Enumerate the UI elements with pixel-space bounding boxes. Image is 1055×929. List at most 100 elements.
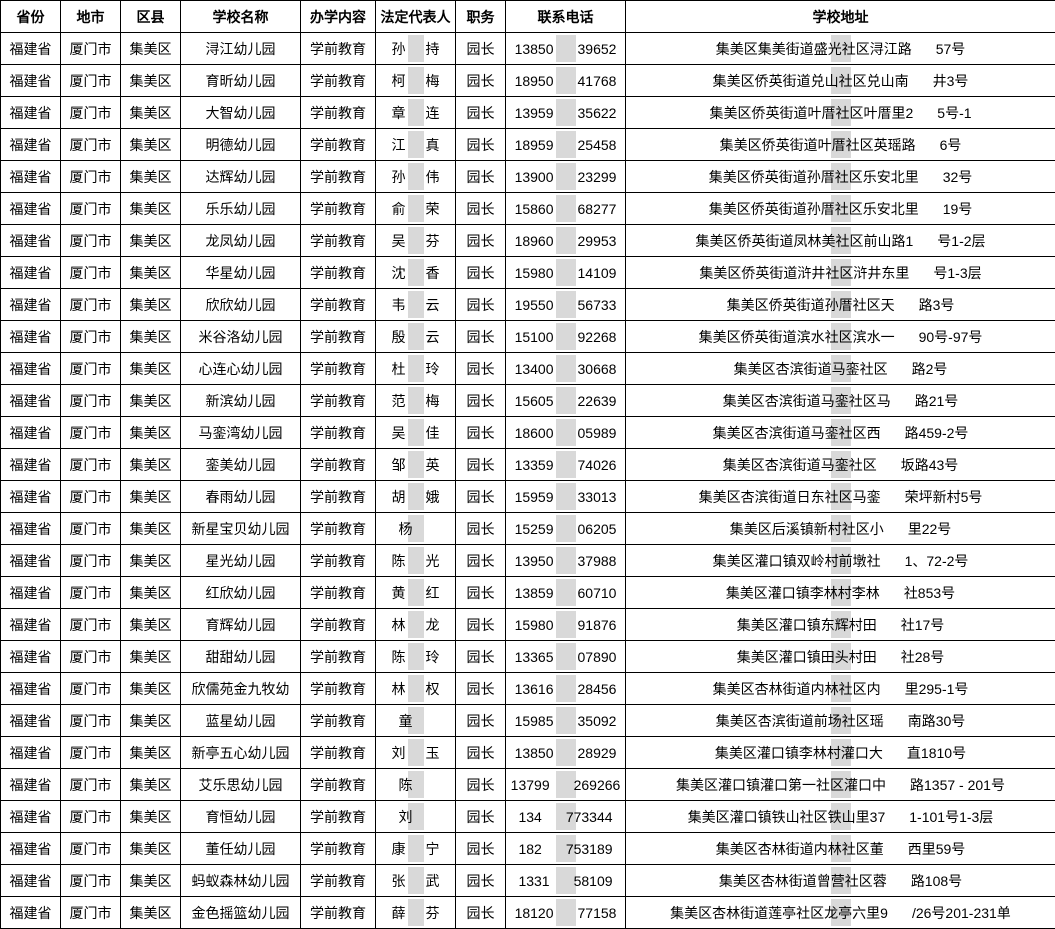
cell-address: 集美区集美街道盛光社区浔江路57号	[626, 33, 1055, 65]
cell-district: 集美区	[121, 769, 181, 801]
cell-content: 1385028929	[515, 745, 617, 761]
cell-address: 集美区杏林街道莲亭社区龙亭六里9/26号201-231单	[626, 897, 1055, 929]
cell-city: 厦门市	[61, 193, 121, 225]
cell-city: 厦门市	[61, 641, 121, 673]
cell-rep: 杨	[376, 513, 456, 545]
cell-address-right: 荣坪新村5号	[905, 489, 983, 505]
cell-city: 厦门市	[61, 705, 121, 737]
cell-address: 集美区后溪镇新村社区小里22号	[626, 513, 1055, 545]
cell-content: 薛芬	[392, 905, 440, 921]
cell-address: 集美区侨英街道浒井社区浒井东里号1-3层	[626, 257, 1055, 289]
table-row: 福建省厦门市集美区心连心幼儿园学前教育杜玲园长1340030668集美区杏滨街道…	[1, 353, 1055, 385]
cell-phone: 1598091876	[506, 609, 626, 641]
cell-province: 福建省	[1, 321, 61, 353]
cell-rep: 范梅	[376, 385, 456, 417]
cell-phone-left: 13400	[515, 361, 554, 377]
cell-phone-left: 134	[518, 809, 541, 825]
cell-city: 厦门市	[61, 449, 121, 481]
cell-content: 1385039652	[515, 41, 617, 57]
cell-content: 学前教育	[301, 897, 376, 929]
cell-content: 集美区杏滨街道日东社区马銮 荣坪新村5号	[699, 489, 983, 505]
cell-district: 集美区	[121, 705, 181, 737]
cell-address: 集美区灌口镇灌口第一社区灌口中路1357 - 201号	[626, 769, 1055, 801]
cell-content: 1812077158	[515, 905, 617, 921]
cell-address-left: 集美区杏林街道内林社区内	[713, 681, 881, 697]
cell-city: 厦门市	[61, 129, 121, 161]
cell-school: 蚂蚁森林幼儿园	[181, 865, 301, 897]
cell-city: 厦门市	[61, 417, 121, 449]
cell-content: 学前教育	[301, 705, 376, 737]
cell-rep-right: 伟	[426, 169, 440, 185]
cell-address-left: 集美区侨英街道叶厝社区叶厝里2	[709, 105, 913, 121]
table-row: 福建省厦门市集美区蓝星幼儿园学前教育童园长1598535092集美区杏滨街道前场…	[1, 705, 1055, 737]
cell-rep-right: 荣	[426, 201, 440, 217]
col-header-phone: 联系电话	[506, 1, 626, 33]
cell-district: 集美区	[121, 65, 181, 97]
table-row: 福建省厦门市集美区金色摇篮幼儿园学前教育薛芬园长1812077158集美区杏林街…	[1, 897, 1055, 929]
cell-address: 集美区杏滨街道日东社区马銮 荣坪新村5号	[626, 481, 1055, 513]
cell-content: 林权	[392, 681, 440, 697]
cell-title: 园长	[456, 449, 506, 481]
cell-content: 陈	[399, 777, 433, 793]
cell-content: 陈光	[392, 553, 440, 569]
cell-content: 学前教育	[301, 769, 376, 801]
cell-rep-left: 沈	[392, 265, 406, 281]
cell-content: 1598535092	[515, 713, 617, 729]
cell-district: 集美区	[121, 545, 181, 577]
cell-address-right: 坂路43号	[901, 457, 959, 473]
cell-rep-right: 真	[426, 137, 440, 153]
cell-content: 集美区侨英街道孙厝社区乐安北里19号	[709, 201, 973, 217]
cell-rep-left: 柯	[392, 73, 406, 89]
cell-content: 柯梅	[392, 73, 440, 89]
cell-rep-left: 韦	[392, 297, 406, 313]
cell-rep: 刘玉	[376, 737, 456, 769]
cell-city: 厦门市	[61, 481, 121, 513]
cell-content: 1895041768	[515, 73, 617, 89]
cell-content: 集美区灌口镇田头村田社28号	[737, 649, 945, 665]
cell-school: 达辉幼儿园	[181, 161, 301, 193]
cell-city: 厦门市	[61, 545, 121, 577]
cell-district: 集美区	[121, 385, 181, 417]
cell-content: 学前教育	[301, 833, 376, 865]
cell-city: 厦门市	[61, 737, 121, 769]
cell-rep: 吴芬	[376, 225, 456, 257]
cell-phone: 1390023299	[506, 161, 626, 193]
cell-rep-left: 孙	[392, 41, 406, 57]
cell-phone: 1510092268	[506, 321, 626, 353]
cell-phone-right: 39652	[578, 41, 617, 57]
cell-rep-left: 章	[392, 105, 406, 121]
cell-school: 米谷洛幼儿园	[181, 321, 301, 353]
cell-address-left: 集美区杏滨街道日东社区马銮	[699, 489, 881, 505]
cell-rep-right: 英	[426, 457, 440, 473]
cell-school: 育辉幼儿园	[181, 609, 301, 641]
cell-content: 1586068277	[515, 201, 617, 217]
cell-province: 福建省	[1, 801, 61, 833]
cell-school: 心连心幼儿园	[181, 353, 301, 385]
cell-content: 胡娥	[392, 489, 440, 505]
cell-content: 杨	[399, 521, 433, 537]
cell-phone: 1598535092	[506, 705, 626, 737]
cell-address: 集美区侨英街道凤林美社区前山路1号1-2层	[626, 225, 1055, 257]
cell-content: 俞荣	[392, 201, 440, 217]
cell-phone-right: 269266	[574, 777, 621, 793]
cell-phone-right: 28456	[578, 681, 617, 697]
cell-content: 学前教育	[301, 737, 376, 769]
cell-content: 学前教育	[301, 609, 376, 641]
cell-school: 大智幼儿园	[181, 97, 301, 129]
cell-content: 学前教育	[301, 865, 376, 897]
cell-district: 集美区	[121, 577, 181, 609]
table-row: 福建省厦门市集美区育昕幼儿园学前教育柯梅园长1895041768集美区侨英街道兑…	[1, 65, 1055, 97]
cell-content: 集美区灌口镇李林村李林社853号	[726, 585, 955, 601]
cell-city: 厦门市	[61, 353, 121, 385]
cell-phone-right: 14109	[578, 265, 617, 281]
cell-phone-right: 58109	[574, 873, 613, 889]
cell-title: 园长	[456, 385, 506, 417]
cell-address-left: 集美区灌口镇东辉村田	[737, 617, 877, 633]
cell-address-left: 集美区侨英街道孙厝社区乐安北里	[709, 201, 919, 217]
cell-phone-left: 13859	[515, 585, 554, 601]
cell-address: 集美区杏林街道内林社区内里295-1号	[626, 673, 1055, 705]
cell-address-left: 集美区侨英街道孙厝社区乐安北里	[709, 169, 919, 185]
cell-content: 1395037988	[515, 553, 617, 569]
cell-city: 厦门市	[61, 865, 121, 897]
cell-content: 陈玲	[392, 649, 440, 665]
